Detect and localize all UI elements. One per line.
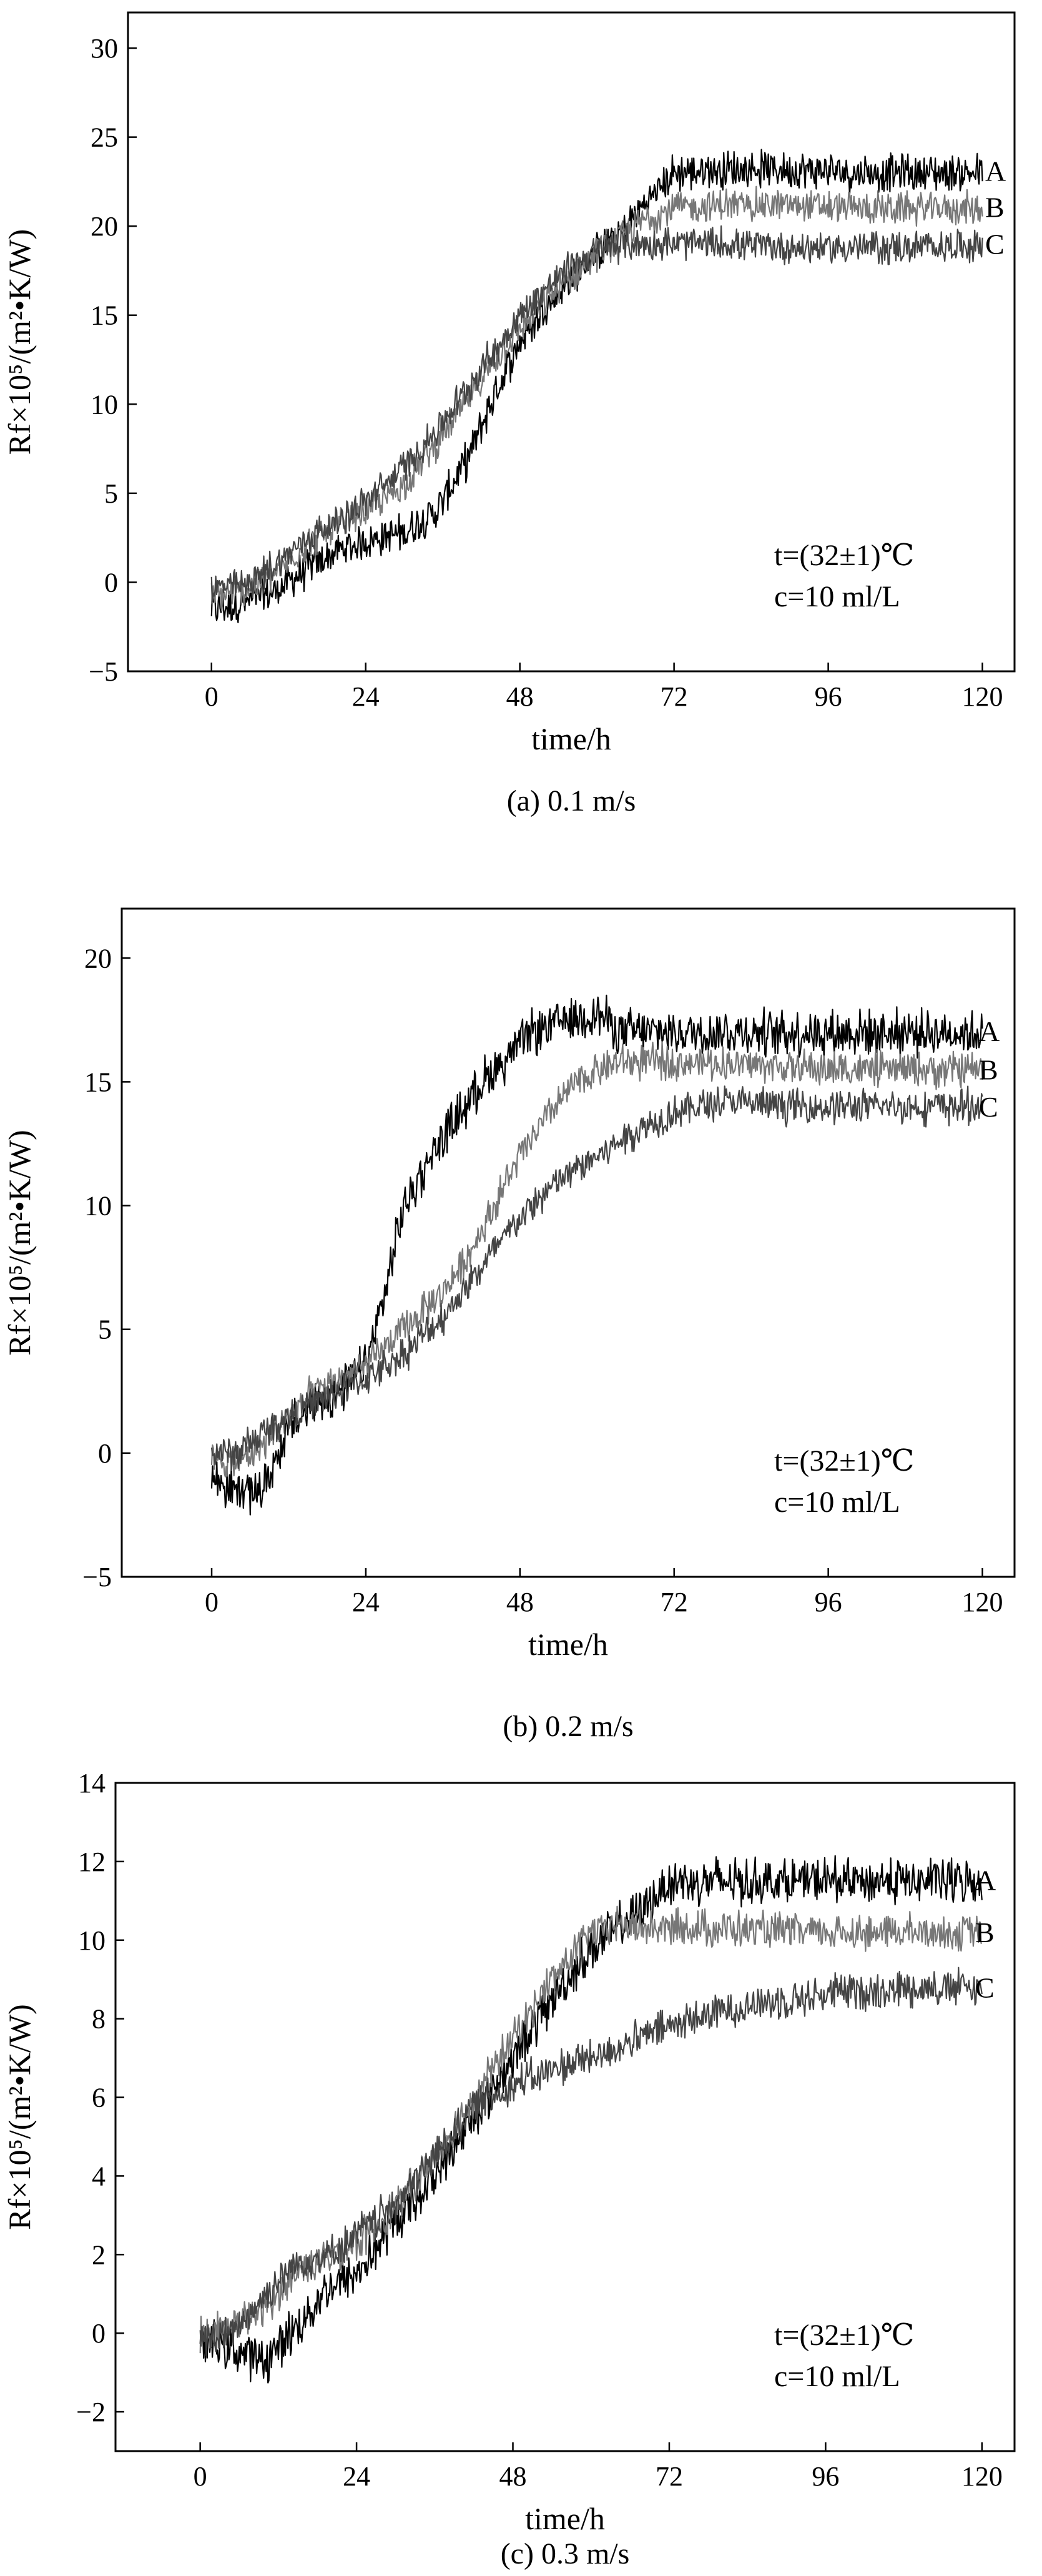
y-tick-label: −5 xyxy=(89,656,118,687)
x-tick-label: 96 xyxy=(815,681,842,712)
series-label-c: C xyxy=(975,1971,995,2003)
condition-annotation: c=10 ml/L xyxy=(774,580,900,613)
condition-annotation: t=(32±1)℃ xyxy=(774,539,914,572)
series-line-a xyxy=(210,994,983,1516)
condition-annotation: c=10 ml/L xyxy=(774,1486,900,1519)
x-tick-label: 24 xyxy=(343,2461,370,2492)
y-tick-label: 10 xyxy=(78,1925,106,1956)
y-tick-label: 8 xyxy=(92,2004,106,2035)
y-tick-label: 15 xyxy=(84,1067,112,1097)
chart-panel-b: ABC 0 24 48 72 96 120 −5 0 5 10 15 20 time/h Rf×10⁵/(m… xyxy=(2,907,1016,1743)
x-tick-label: 24 xyxy=(352,1587,380,1617)
series-label-a: A xyxy=(985,155,1006,187)
x-tick-label: 72 xyxy=(661,681,688,712)
x-tick-label: 24 xyxy=(352,681,380,712)
condition-annotation: t=(32±1)℃ xyxy=(774,1444,914,1478)
x-tick-label: 48 xyxy=(506,1587,534,1617)
y-tick-label: 12 xyxy=(78,1847,106,1877)
y-axis-label: Rf×10⁵/(m²•K/W) xyxy=(2,229,37,455)
x-axis-label: time/h xyxy=(531,721,611,756)
series-label-b: B xyxy=(979,1054,998,1086)
series-label-a: A xyxy=(979,1015,1000,1047)
y-tick-label: 4 xyxy=(92,2161,106,2191)
x-tick-label: 0 xyxy=(205,1587,219,1617)
x-tick-label: 120 xyxy=(962,1587,1003,1617)
plot-frame xyxy=(127,11,1016,673)
y-tick-label: 25 xyxy=(91,122,118,153)
y-tick-label: 15 xyxy=(91,300,118,331)
plot-frame xyxy=(114,1782,1016,2452)
y-axis-label: Rf×10⁵/(m²•K/W) xyxy=(2,1130,37,1355)
y-tick-label: 10 xyxy=(91,389,118,420)
y-tick-label: 10 xyxy=(84,1191,112,1221)
condition-annotation: c=10 ml/L xyxy=(774,2360,900,2393)
y-tick-label: 20 xyxy=(84,943,112,974)
y-tick-label: −5 xyxy=(82,1562,112,1592)
x-tick-label: 120 xyxy=(962,681,1003,712)
x-tick-label: 0 xyxy=(194,2461,207,2492)
panel-caption: (c) 0.3 m/s xyxy=(501,2537,630,2570)
x-tick-label: 72 xyxy=(661,1587,688,1617)
x-tick-label: 48 xyxy=(506,681,534,712)
y-tick-label: 14 xyxy=(78,1768,106,1799)
y-tick-label: 0 xyxy=(92,2318,106,2349)
series-label-b: B xyxy=(975,1917,995,1948)
y-tick-label: 0 xyxy=(104,567,118,598)
y-tick-label: −2 xyxy=(76,2397,106,2427)
series-label-c: C xyxy=(985,229,1005,260)
series-label-a: A xyxy=(975,1864,996,1896)
series-line-c xyxy=(210,225,983,603)
series-label-c: C xyxy=(979,1091,998,1123)
x-tick-label: 48 xyxy=(499,2461,527,2492)
y-tick-label: 0 xyxy=(98,1438,112,1469)
x-axis-label: time/h xyxy=(528,1627,608,1662)
condition-annotation: t=(32±1)℃ xyxy=(774,2319,914,2352)
series-line-c xyxy=(199,1967,983,2357)
x-tick-label: 0 xyxy=(205,681,219,712)
y-tick-label: 5 xyxy=(104,478,118,509)
panel-caption: (b) 0.2 m/s xyxy=(503,1710,633,1743)
y-axis-label: Rf×10⁵/(m²•K/W) xyxy=(2,2004,37,2229)
x-tick-label: 96 xyxy=(812,2461,839,2492)
series-line-b xyxy=(199,1905,982,2354)
y-tick-label: 5 xyxy=(98,1315,112,1345)
panel-caption: (a) 0.1 m/s xyxy=(507,784,636,817)
series-line-a xyxy=(210,149,983,623)
x-tick-label: 72 xyxy=(656,2461,683,2492)
x-axis-label: time/h xyxy=(525,2501,605,2536)
y-tick-label: 20 xyxy=(91,211,118,242)
series-line-b xyxy=(210,1040,983,1478)
x-tick-label: 120 xyxy=(961,2461,1003,2492)
y-tick-label: 30 xyxy=(91,33,118,64)
y-tick-label: 2 xyxy=(92,2239,106,2270)
series-line-c xyxy=(210,1085,983,1471)
plot-frame xyxy=(120,907,1016,1578)
x-tick-label: 96 xyxy=(815,1587,842,1617)
series-label-b: B xyxy=(985,192,1005,224)
chart-panel-a: ABC 0 24 48 72 96 120 −5 0 5 10 15 20 25 30 time/h Rf×10… xyxy=(2,11,1016,817)
y-tick-label: 6 xyxy=(92,2083,106,2113)
